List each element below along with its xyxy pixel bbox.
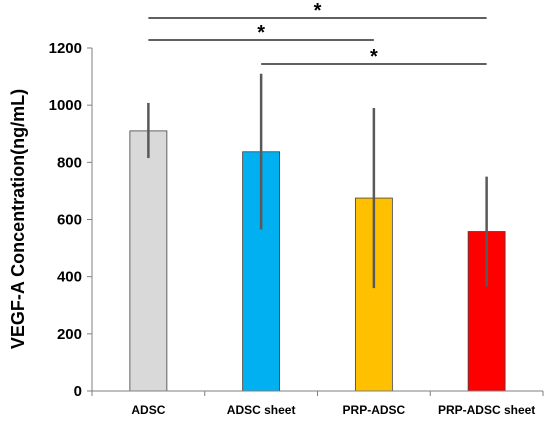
x-category-label: PRP-ADSC [343, 403, 406, 417]
y-axis: 0 200 400 600 800 1000 1200 [49, 40, 93, 400]
x-category-label: ADSC [131, 403, 165, 417]
y-tick-label: 800 [57, 154, 82, 171]
y-tick-label: 400 [57, 269, 82, 286]
error-bars [147, 73, 488, 289]
bar [129, 130, 168, 392]
y-axis-title: VEGF-A Concentration(ng/mL) [8, 89, 28, 349]
bars [129, 130, 506, 392]
x-category-label: ADSC sheet [227, 403, 296, 417]
significance-marker: * [314, 0, 322, 22]
y-tick-label: 600 [57, 212, 82, 229]
y-tick-label: 1000 [49, 97, 82, 114]
significance-brackets: * * * [148, 0, 487, 68]
significance-marker: * [370, 46, 378, 68]
y-tick-label: 0 [74, 383, 82, 400]
y-tick-label: 1200 [49, 40, 82, 57]
x-axis: ADSC ADSC sheet PRP-ADSC PRP-ADSC sheet [91, 390, 544, 417]
significance-marker: * [257, 22, 265, 44]
x-category-label: PRP-ADSC sheet [438, 403, 535, 417]
y-tick-label: 200 [57, 326, 82, 343]
